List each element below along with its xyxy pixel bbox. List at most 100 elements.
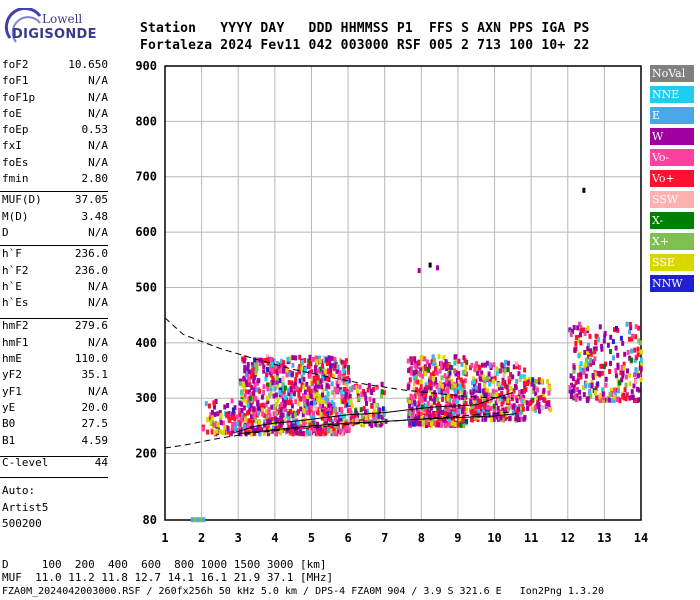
echo-point: [453, 360, 457, 366]
echo-point: [248, 424, 252, 430]
echo-point: [266, 382, 270, 388]
echo-point: [213, 430, 217, 436]
echo-point: [514, 405, 518, 411]
echo-point: [356, 389, 360, 395]
echo-point: [407, 418, 411, 424]
echo-point: [506, 398, 510, 404]
separator: [0, 477, 108, 478]
echo-point: [474, 363, 478, 369]
echo-point: [451, 385, 455, 391]
echo-point: [412, 375, 416, 381]
echo-point: [238, 421, 242, 427]
echo-point: [344, 421, 348, 427]
echo-point: [416, 363, 420, 369]
echo-point: [238, 378, 242, 384]
echo-point: [522, 374, 526, 380]
echo-point: [370, 423, 374, 429]
echo-point: [511, 374, 515, 380]
echo-point: [332, 394, 336, 400]
echo-point: [240, 401, 244, 407]
echo-point: [255, 361, 259, 366]
separator: [0, 191, 108, 192]
param-row: foF1 N/A: [2, 74, 108, 90]
echo-point: [380, 381, 384, 387]
echo-point: [213, 411, 217, 417]
echo-point: [298, 429, 302, 435]
echo-point: [297, 392, 301, 398]
echo-point: [432, 370, 436, 376]
y-tick-label: 500: [135, 280, 157, 294]
echo-point: [269, 357, 273, 362]
echo-point: [418, 396, 422, 402]
echo-point: [267, 410, 271, 416]
echo-point: [282, 417, 286, 423]
echo-point: [278, 390, 282, 395]
echo-point: [362, 389, 365, 394]
param-row: hmF1 N/A: [2, 336, 108, 352]
echo-point: [425, 359, 429, 365]
echo-point: [344, 392, 348, 397]
echo-point: [286, 356, 290, 362]
echo-point: [293, 412, 297, 418]
echo-point: [275, 411, 278, 416]
echo-point: [614, 368, 618, 373]
echo-point: [430, 418, 434, 424]
echo-point: [283, 394, 287, 400]
echo-point: [280, 358, 284, 364]
echo-point: [366, 387, 370, 393]
echo-point: [534, 391, 538, 397]
param-value: 44: [94, 455, 108, 469]
param-value: 20.0: [81, 400, 109, 414]
echo-point: [343, 376, 347, 382]
echo-point: [432, 381, 436, 387]
echo-point: [210, 415, 214, 421]
echo-point: [417, 359, 421, 365]
echo-point: [335, 368, 339, 374]
echo-point: [518, 377, 522, 383]
echo-point: [576, 378, 580, 384]
echo-point: [344, 394, 348, 400]
echo-point: [325, 357, 329, 363]
echo-point: [309, 413, 313, 419]
echo-point: [331, 390, 335, 396]
echo-point: [256, 378, 260, 384]
header-line-1: Station YYYY DAY DDD HHMMSS P1 FFS S AXN…: [140, 21, 590, 36]
echo-point: [289, 394, 293, 400]
echo-point: [485, 360, 489, 366]
echo-point: [276, 425, 280, 431]
echo-point: [288, 371, 292, 377]
echo-point: [512, 388, 516, 394]
echo-point: [571, 328, 574, 334]
echo-point: [579, 367, 583, 373]
echo-point: [347, 365, 350, 370]
echo-point: [481, 388, 485, 394]
y-tick-label: 800: [135, 114, 157, 128]
echo-point: [319, 394, 322, 399]
echo-point: [578, 389, 582, 395]
echo-point: [590, 382, 594, 388]
echo-point: [244, 398, 248, 404]
echo-point: [326, 369, 330, 375]
echo-point: [440, 421, 443, 427]
echo-point: [482, 401, 486, 407]
param-value: 27.5: [81, 417, 109, 431]
auto-label: Auto:: [2, 484, 36, 497]
echo-point: [329, 428, 333, 434]
echo-point: [425, 410, 429, 416]
echo-point: [326, 427, 330, 433]
echo-point: [274, 401, 278, 407]
echo-point: [207, 403, 211, 409]
echo-point: [473, 411, 477, 417]
echo-point: [514, 395, 518, 401]
echo-point: [248, 395, 252, 401]
echo-point: [380, 414, 384, 420]
echo-point: [330, 381, 334, 387]
echo-point: [428, 408, 432, 414]
echo-point: [447, 413, 451, 419]
echo-point: [612, 397, 616, 403]
echo-point: [615, 396, 619, 402]
echo-point: [350, 387, 354, 393]
echo-point: [429, 372, 433, 378]
echo-point: [537, 377, 541, 383]
echo-point: [365, 408, 369, 414]
